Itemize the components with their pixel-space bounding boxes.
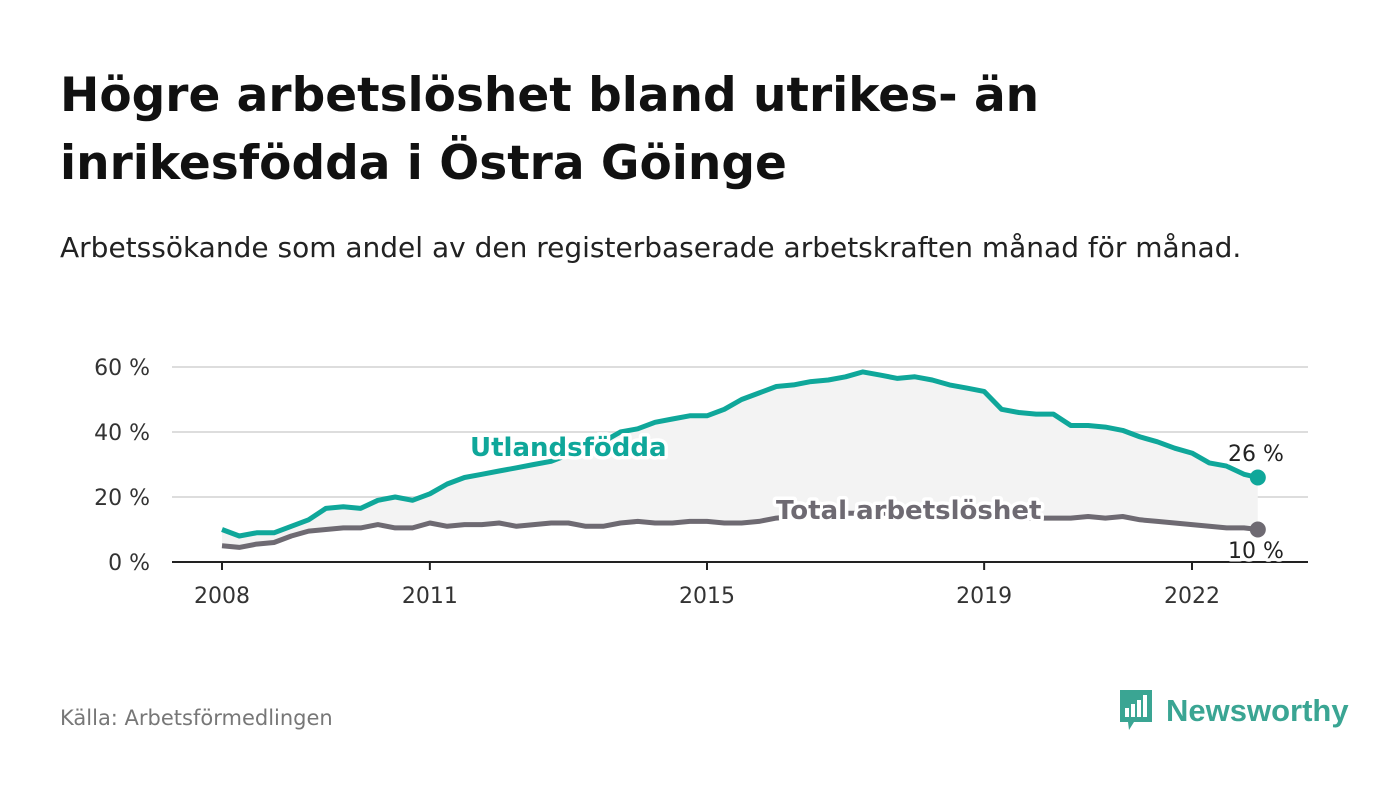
chart-subtitle: Arbetssökande som andel av den registerb… [60,231,1242,264]
x-tick-label: 2022 [1164,584,1220,609]
end-label-utlandsfodda: 26 % [1228,442,1284,467]
area-fill [222,371,1258,548]
area-between-series [222,371,1258,548]
series-label-total: Total arbetslöshet [776,496,1041,526]
y-axis-ticks: 0 % 20 % 40 % 60 % [94,356,150,576]
series-line-utlandsfodda [221,369,1259,539]
source-note: Källa: Arbetsförmedlingen [60,706,333,730]
page-title: Högre arbetslöshet bland utrikes- än inr… [60,68,1040,191]
brand-logo: Newsworthy [1118,688,1349,734]
y-tick-label: 0 % [108,551,150,576]
series-label-utlandsfodda: Utlandsfödda [470,433,667,463]
end-label-total: 10 % [1228,539,1284,564]
newsworthy-logo-icon [1120,690,1152,730]
x-tick-label: 2015 [679,584,735,609]
end-point-utlandsfodda [1249,469,1266,486]
x-tick-label: 2011 [402,584,458,609]
y-tick-label: 20 % [94,486,150,511]
y-tick-label: 40 % [94,421,150,446]
x-tick-label: 2008 [194,584,250,609]
y-tick-label: 60 % [94,356,150,381]
series-lines [221,369,1266,550]
series-labels: Utlandsfödda Total arbetslöshet 26 % 10 % [467,430,1288,568]
brand-name: Newsworthy [1166,693,1349,728]
line-chart: 0 % 20 % 40 % 60 % 2008 2011 2015 2019 2022 Utl… [94,356,1308,609]
end-point-total [1249,521,1266,538]
series-line-total [221,510,1259,550]
x-axis: 2008 2011 2015 2019 2022 [172,561,1308,609]
x-tick-label: 2019 [956,584,1012,609]
